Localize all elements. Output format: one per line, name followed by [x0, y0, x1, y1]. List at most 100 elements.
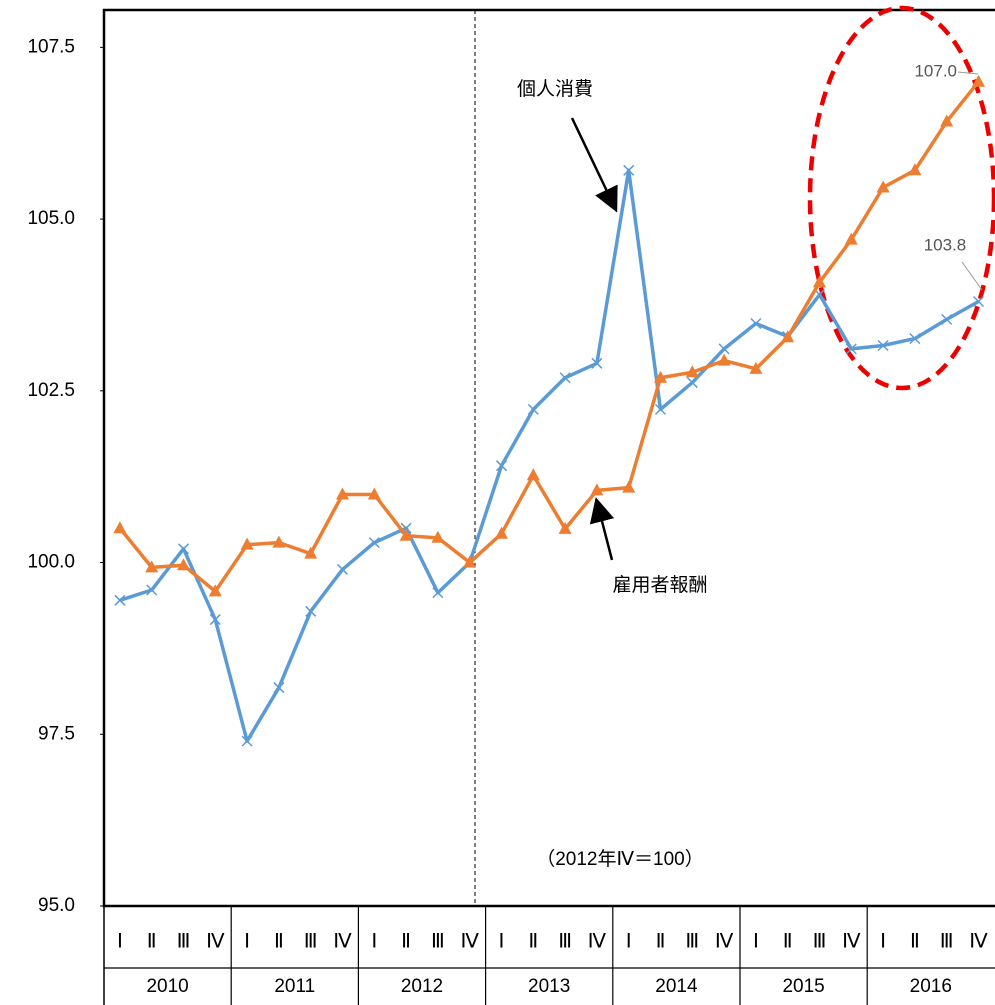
marker — [591, 357, 603, 369]
marker — [367, 487, 381, 500]
leader-line — [957, 71, 979, 75]
marker — [845, 343, 857, 355]
marker — [781, 330, 795, 343]
marker — [241, 735, 253, 747]
marker — [940, 114, 954, 127]
annotation: 雇用者報酬 — [612, 574, 707, 596]
x-tick-label: Ⅰ — [371, 931, 377, 953]
marker — [590, 483, 604, 496]
x-tick-label: Ⅲ — [813, 931, 827, 953]
x-tick-label: Ⅲ — [177, 931, 191, 953]
marker — [495, 526, 508, 539]
marker — [336, 563, 349, 575]
annotation: 個人消費 — [517, 78, 593, 100]
year-label: 2015 — [782, 976, 824, 997]
year-label: 2014 — [655, 976, 698, 997]
x-tick-label: Ⅳ — [460, 931, 479, 953]
x-tick-label: Ⅲ — [685, 931, 699, 953]
annotation: （2012年Ⅳ＝100） — [536, 848, 704, 870]
arrow — [570, 117, 618, 213]
marker — [558, 521, 572, 534]
marker — [463, 555, 477, 568]
marker — [145, 560, 159, 573]
marker — [718, 343, 730, 355]
marker — [972, 295, 985, 308]
marker — [941, 313, 953, 325]
marker — [877, 339, 889, 352]
marker — [749, 361, 763, 374]
marker — [527, 403, 539, 415]
marker — [844, 232, 858, 245]
marker — [495, 460, 508, 472]
marker — [114, 594, 126, 606]
marker — [273, 682, 285, 694]
marker — [813, 275, 826, 288]
x-tick-label: Ⅲ — [940, 931, 954, 953]
year-label: 2012 — [401, 976, 443, 997]
x-tick-label: Ⅳ — [842, 931, 861, 953]
highlight-ellipse — [807, 5, 995, 391]
y-tick-label: 95.0 — [38, 895, 75, 916]
year-label: 2011 — [274, 976, 315, 997]
marker — [146, 584, 158, 596]
x-tick-label: Ⅱ — [274, 931, 284, 953]
marker — [972, 74, 985, 87]
x-tick-label: Ⅰ — [753, 931, 759, 953]
marker — [654, 403, 667, 415]
marker — [876, 180, 890, 193]
y-tick-label: 100.0 — [27, 552, 75, 573]
x-tick-label: Ⅱ — [147, 931, 157, 953]
data-label: 103.8 — [924, 235, 967, 254]
marker — [685, 365, 699, 378]
x-tick-label: Ⅱ — [528, 931, 538, 953]
marker — [622, 480, 636, 493]
marker — [623, 164, 635, 176]
x-tick-label: Ⅳ — [969, 931, 988, 953]
x-tick-label: Ⅱ — [656, 931, 666, 953]
x-tick-label: Ⅳ — [715, 931, 734, 953]
marker — [431, 530, 445, 543]
y-tick-label: 105.0 — [27, 208, 75, 229]
y-tick-label: 107.5 — [27, 36, 75, 57]
x-tick-label: Ⅲ — [558, 931, 572, 953]
year-label: 2016 — [910, 976, 952, 997]
x-tick-label: Ⅲ — [431, 931, 445, 953]
marker — [177, 558, 190, 571]
marker — [240, 537, 254, 550]
x-tick-label: Ⅳ — [206, 931, 225, 953]
marker — [908, 163, 922, 176]
year-label: 2010 — [146, 976, 188, 997]
marker — [368, 537, 380, 549]
marker — [717, 353, 731, 366]
data-label: 107.0 — [914, 61, 957, 80]
marker — [208, 584, 222, 597]
y-tick-label: 102.5 — [27, 380, 75, 401]
marker — [177, 543, 190, 555]
x-tick-label: Ⅳ — [333, 931, 352, 953]
x-tick-label: Ⅰ — [626, 931, 632, 953]
marker — [750, 317, 762, 330]
marker — [526, 468, 540, 481]
arrow — [589, 497, 615, 561]
year-label: 2013 — [528, 976, 570, 997]
series-line — [118, 80, 980, 594]
leader-line — [961, 261, 983, 291]
marker — [113, 521, 127, 534]
marker — [209, 614, 221, 626]
marker — [336, 487, 349, 500]
x-tick-label: Ⅰ — [499, 931, 505, 953]
x-tick-label: Ⅰ — [244, 931, 250, 953]
marker — [304, 546, 318, 559]
series-line — [119, 168, 980, 743]
x-tick-label: Ⅰ — [880, 931, 886, 953]
marker — [686, 377, 698, 389]
y-tick-label: 97.5 — [38, 723, 75, 744]
marker — [272, 535, 286, 548]
marker — [305, 605, 317, 617]
marker — [559, 372, 571, 384]
marker — [909, 333, 921, 345]
x-tick-label: Ⅱ — [783, 931, 793, 953]
plot-border — [102, 8, 995, 908]
x-tick-label: Ⅳ — [588, 931, 607, 953]
